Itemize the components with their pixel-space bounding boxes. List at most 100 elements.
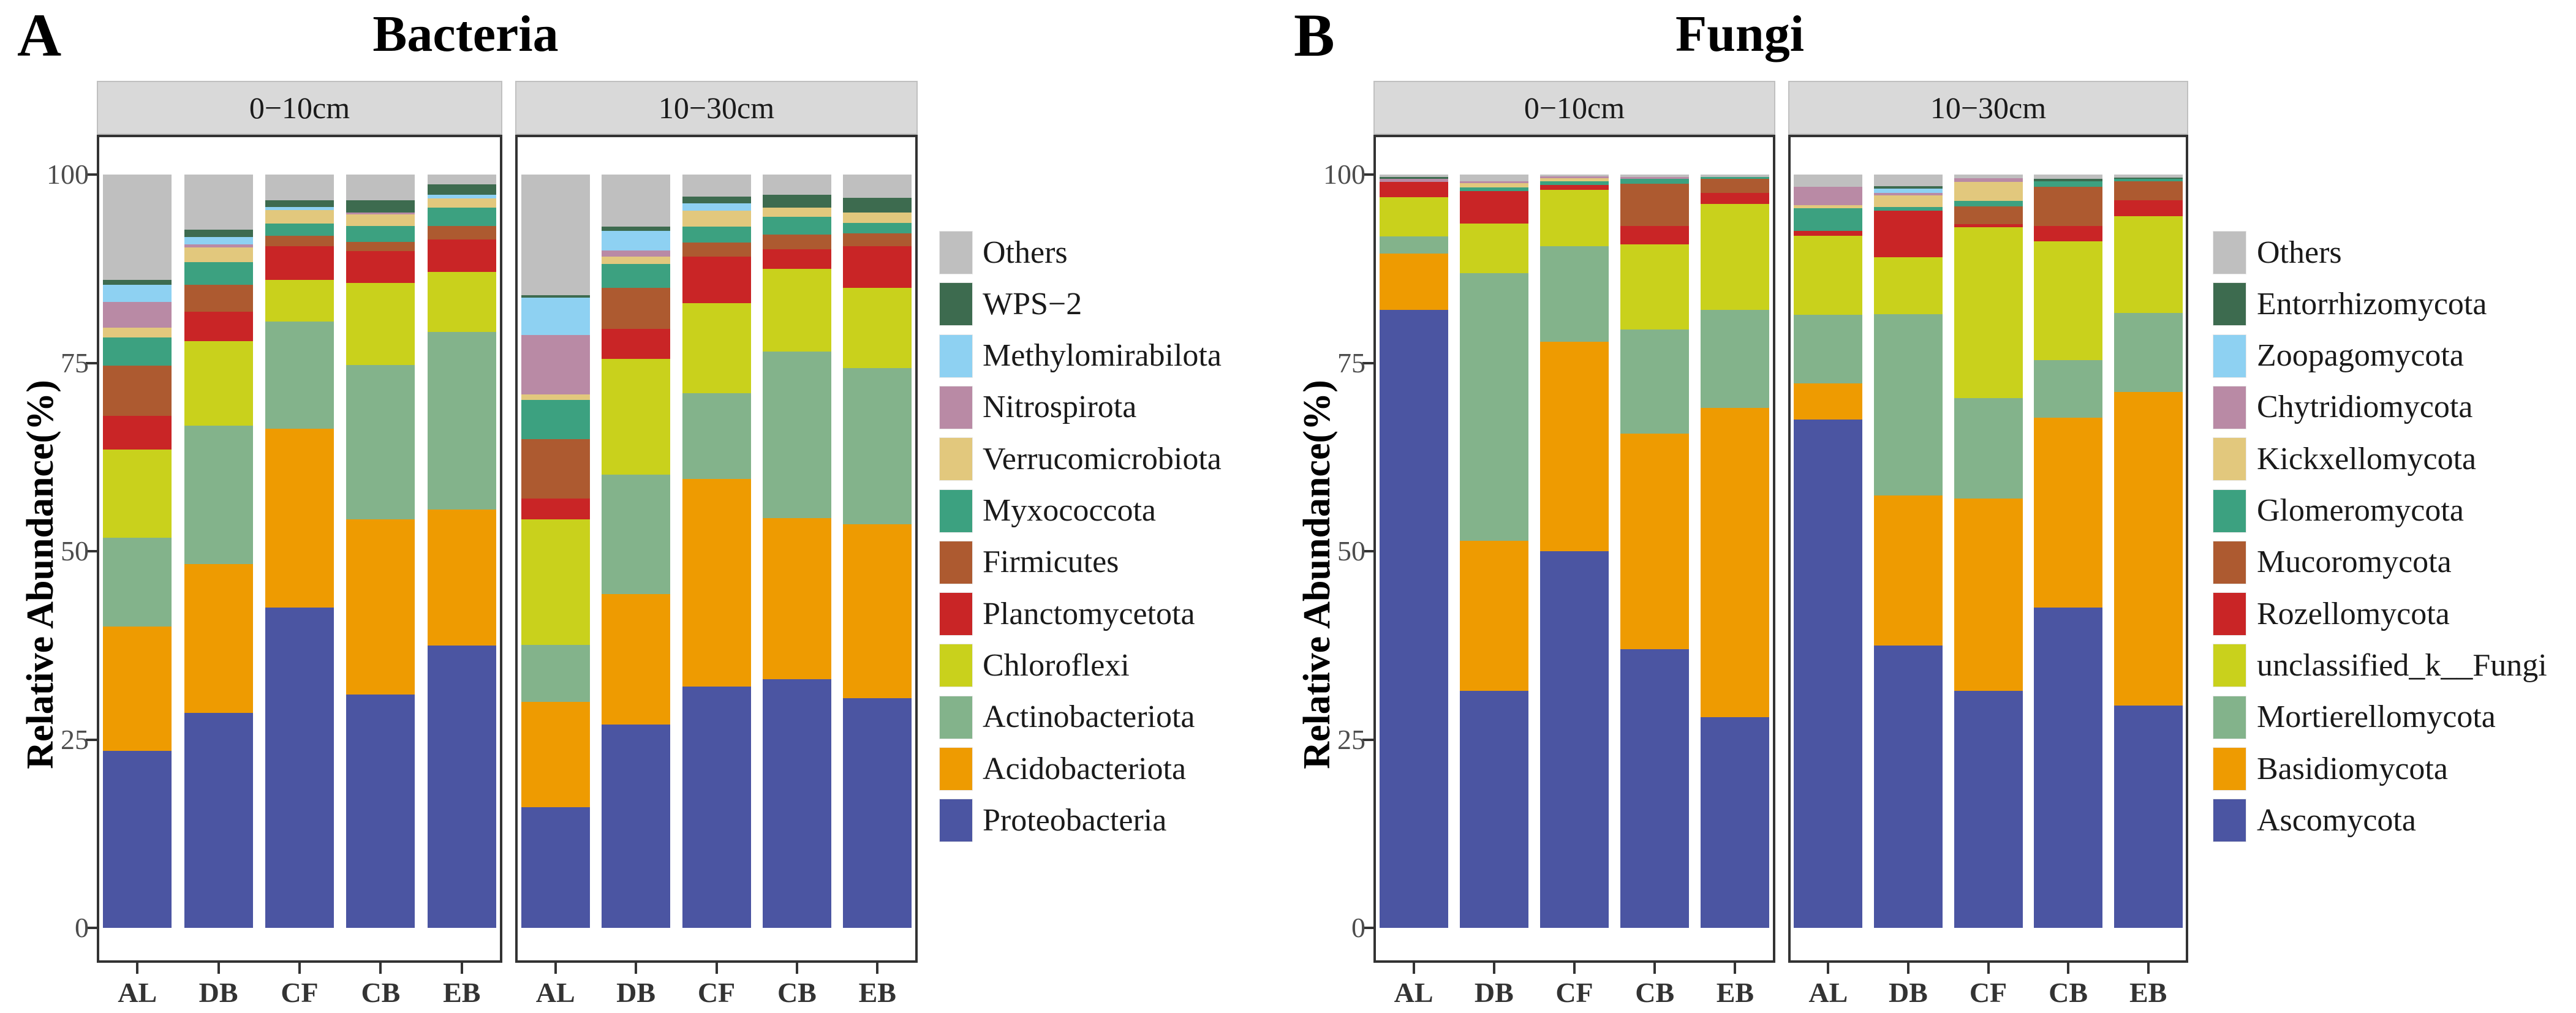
bar-segment-Entorrhizomycota bbox=[2113, 177, 2183, 179]
bar-segment-Others bbox=[1873, 175, 1943, 186]
bar-segment-Ascomycota bbox=[2034, 608, 2103, 928]
bar-segment-Planctomycetota bbox=[843, 246, 912, 288]
x-tick-label-DB: DB bbox=[616, 977, 656, 1008]
panel-b-label: B bbox=[1294, 1, 1335, 69]
y-axis-tick bbox=[86, 738, 97, 741]
bar-segment-Planctomycetota bbox=[184, 311, 253, 341]
legend-label-Verrucomicrobiota: Verrucomicrobiota bbox=[983, 441, 1222, 476]
facet-strip-label: 0−10cm bbox=[249, 91, 350, 125]
bar-segment-Chytridiomycota bbox=[1873, 192, 1943, 196]
bar-segment-unclassified_k__Fungi bbox=[1459, 223, 1528, 274]
bar-segment-Mortierellomycota bbox=[1954, 398, 2023, 499]
bar-segment-Basidiomycota bbox=[2113, 392, 2183, 706]
bar-segment-Kickxellomycota bbox=[1540, 178, 1609, 182]
bar-segment-Proteobacteria bbox=[682, 687, 751, 928]
x-axis-tick bbox=[1987, 963, 1990, 974]
bar-segment-Chloroflexi bbox=[682, 303, 751, 393]
legend-swatch-Acidobacteriota bbox=[939, 747, 973, 791]
legend-label-Rozellomycota: Rozellomycota bbox=[2257, 596, 2450, 631]
facet-strip-a-1: 10−30cm bbox=[515, 81, 918, 135]
bar-b-1-CF bbox=[1954, 175, 2023, 928]
bar-segment-Verrucomicrobiota bbox=[346, 214, 415, 226]
bar-segment-Rozellomycota bbox=[1459, 191, 1528, 224]
bar-segment-WPS−2 bbox=[682, 196, 751, 203]
bar-segment-Nitrospirota bbox=[184, 244, 253, 248]
bar-segment-Proteobacteria bbox=[265, 608, 334, 928]
bar-segment-Verrucomicrobiota bbox=[103, 327, 172, 337]
bar-segment-Basidiomycota bbox=[1620, 434, 1690, 649]
bar-a-0-CB bbox=[346, 175, 415, 928]
bar-segment-Proteobacteria bbox=[521, 807, 590, 928]
bar-segment-Myxococcota bbox=[602, 264, 671, 288]
legend-label-Firmicutes: Firmicutes bbox=[983, 544, 1119, 580]
bar-segment-Basidiomycota bbox=[1873, 495, 1943, 646]
bar-segment-unclassified_k__Fungi bbox=[1794, 235, 1863, 315]
bar-segment-Nitrospirota bbox=[602, 250, 671, 257]
legend-label-Chloroflexi: Chloroflexi bbox=[983, 647, 1130, 683]
bar-b-0-EB bbox=[1701, 175, 1770, 928]
bar-segment-Planctomycetota bbox=[602, 329, 671, 360]
bar-segment-Others bbox=[843, 175, 912, 198]
bar-segment-Rozellomycota bbox=[1954, 224, 2023, 228]
x-tick-label-CF: CF bbox=[281, 977, 319, 1008]
bar-segment-Others bbox=[682, 175, 751, 197]
bar-b-0-CB bbox=[1620, 175, 1690, 928]
bar-segment-Basidiomycota bbox=[1540, 342, 1609, 551]
bar-segment-Firmicutes bbox=[521, 439, 590, 499]
bar-b-0-DB bbox=[1459, 175, 1528, 928]
x-axis-tick bbox=[876, 963, 879, 974]
bar-segment-unclassified_k__Fungi bbox=[1701, 204, 1770, 311]
x-axis-tick bbox=[554, 963, 557, 974]
legend-swatch-Methylomirabilota bbox=[939, 334, 973, 378]
x-axis-tick bbox=[635, 963, 638, 974]
x-axis-tick bbox=[217, 963, 220, 974]
bar-segment-Glomeromycota bbox=[1459, 187, 1528, 192]
bar-b-1-AL bbox=[1794, 175, 1863, 928]
bar-segment-Zoopagomycota bbox=[1873, 189, 1943, 193]
bar-segment-Glomeromycota bbox=[1701, 176, 1770, 179]
bar-segment-Others bbox=[762, 175, 831, 195]
legend-label-Nitrospirota: Nitrospirota bbox=[983, 390, 1137, 425]
y-tick-label-100: 100 bbox=[47, 159, 89, 190]
bar-segment-Chloroflexi bbox=[602, 359, 671, 475]
bar-segment-Ascomycota bbox=[1379, 310, 1448, 928]
bar-segment-Glomeromycota bbox=[1954, 201, 2023, 206]
bar-segment-Methylomirabilota bbox=[427, 195, 496, 199]
legend-label-Planctomycetota: Planctomycetota bbox=[983, 596, 1195, 631]
bar-segment-Acidobacteriota bbox=[184, 563, 253, 714]
bar-segment-Chloroflexi bbox=[103, 449, 172, 538]
bar-segment-Glomeromycota bbox=[1620, 179, 1690, 184]
x-tick-label-EB: EB bbox=[858, 977, 896, 1008]
x-tick-label-CF: CF bbox=[697, 977, 736, 1008]
x-axis-tick bbox=[379, 963, 382, 974]
facet-strip-b-0: 0−10cm bbox=[1373, 81, 1775, 135]
panel-a-title: Bacteria bbox=[372, 6, 559, 62]
bar-segment-Verrucomicrobiota bbox=[602, 257, 671, 265]
bar-segment-Planctomycetota bbox=[682, 257, 751, 304]
legend-swatch-Basidiomycota bbox=[2213, 747, 2246, 791]
legend-swatch-Planctomycetota bbox=[939, 592, 973, 636]
bar-segment-WPS−2 bbox=[602, 226, 671, 232]
bar-segment-Others bbox=[265, 175, 334, 200]
bar-segment-Planctomycetota bbox=[265, 246, 334, 281]
bar-segment-WPS−2 bbox=[103, 280, 172, 285]
legend-swatch-Others bbox=[939, 231, 973, 274]
x-tick-label-CB: CB bbox=[2049, 977, 2088, 1008]
bar-segment-Mortierellomycota bbox=[1379, 236, 1448, 254]
bar-segment-WPS−2 bbox=[265, 200, 334, 207]
bar-b-0-CF bbox=[1540, 175, 1609, 928]
bar-segment-Chytridiomycota bbox=[1620, 176, 1690, 179]
legend-swatch-Nitrospirota bbox=[939, 385, 973, 429]
bar-segment-Ascomycota bbox=[1701, 717, 1770, 928]
bar-a-0-EB bbox=[427, 175, 496, 928]
bar-segment-Chytridiomycota bbox=[1459, 181, 1528, 183]
bar-segment-Planctomycetota bbox=[521, 498, 590, 520]
y-axis-tick bbox=[1362, 361, 1373, 364]
bar-segment-Glomeromycota bbox=[1794, 208, 1863, 232]
bar-segment-Actinobacteriota bbox=[103, 537, 172, 627]
bar-segment-Actinobacteriota bbox=[184, 425, 253, 564]
bar-segment-Mortierellomycota bbox=[1620, 330, 1690, 434]
bar-segment-Proteobacteria bbox=[602, 724, 671, 928]
legend-swatch-Others bbox=[2213, 231, 2246, 274]
bar-segment-Chloroflexi bbox=[346, 283, 415, 366]
